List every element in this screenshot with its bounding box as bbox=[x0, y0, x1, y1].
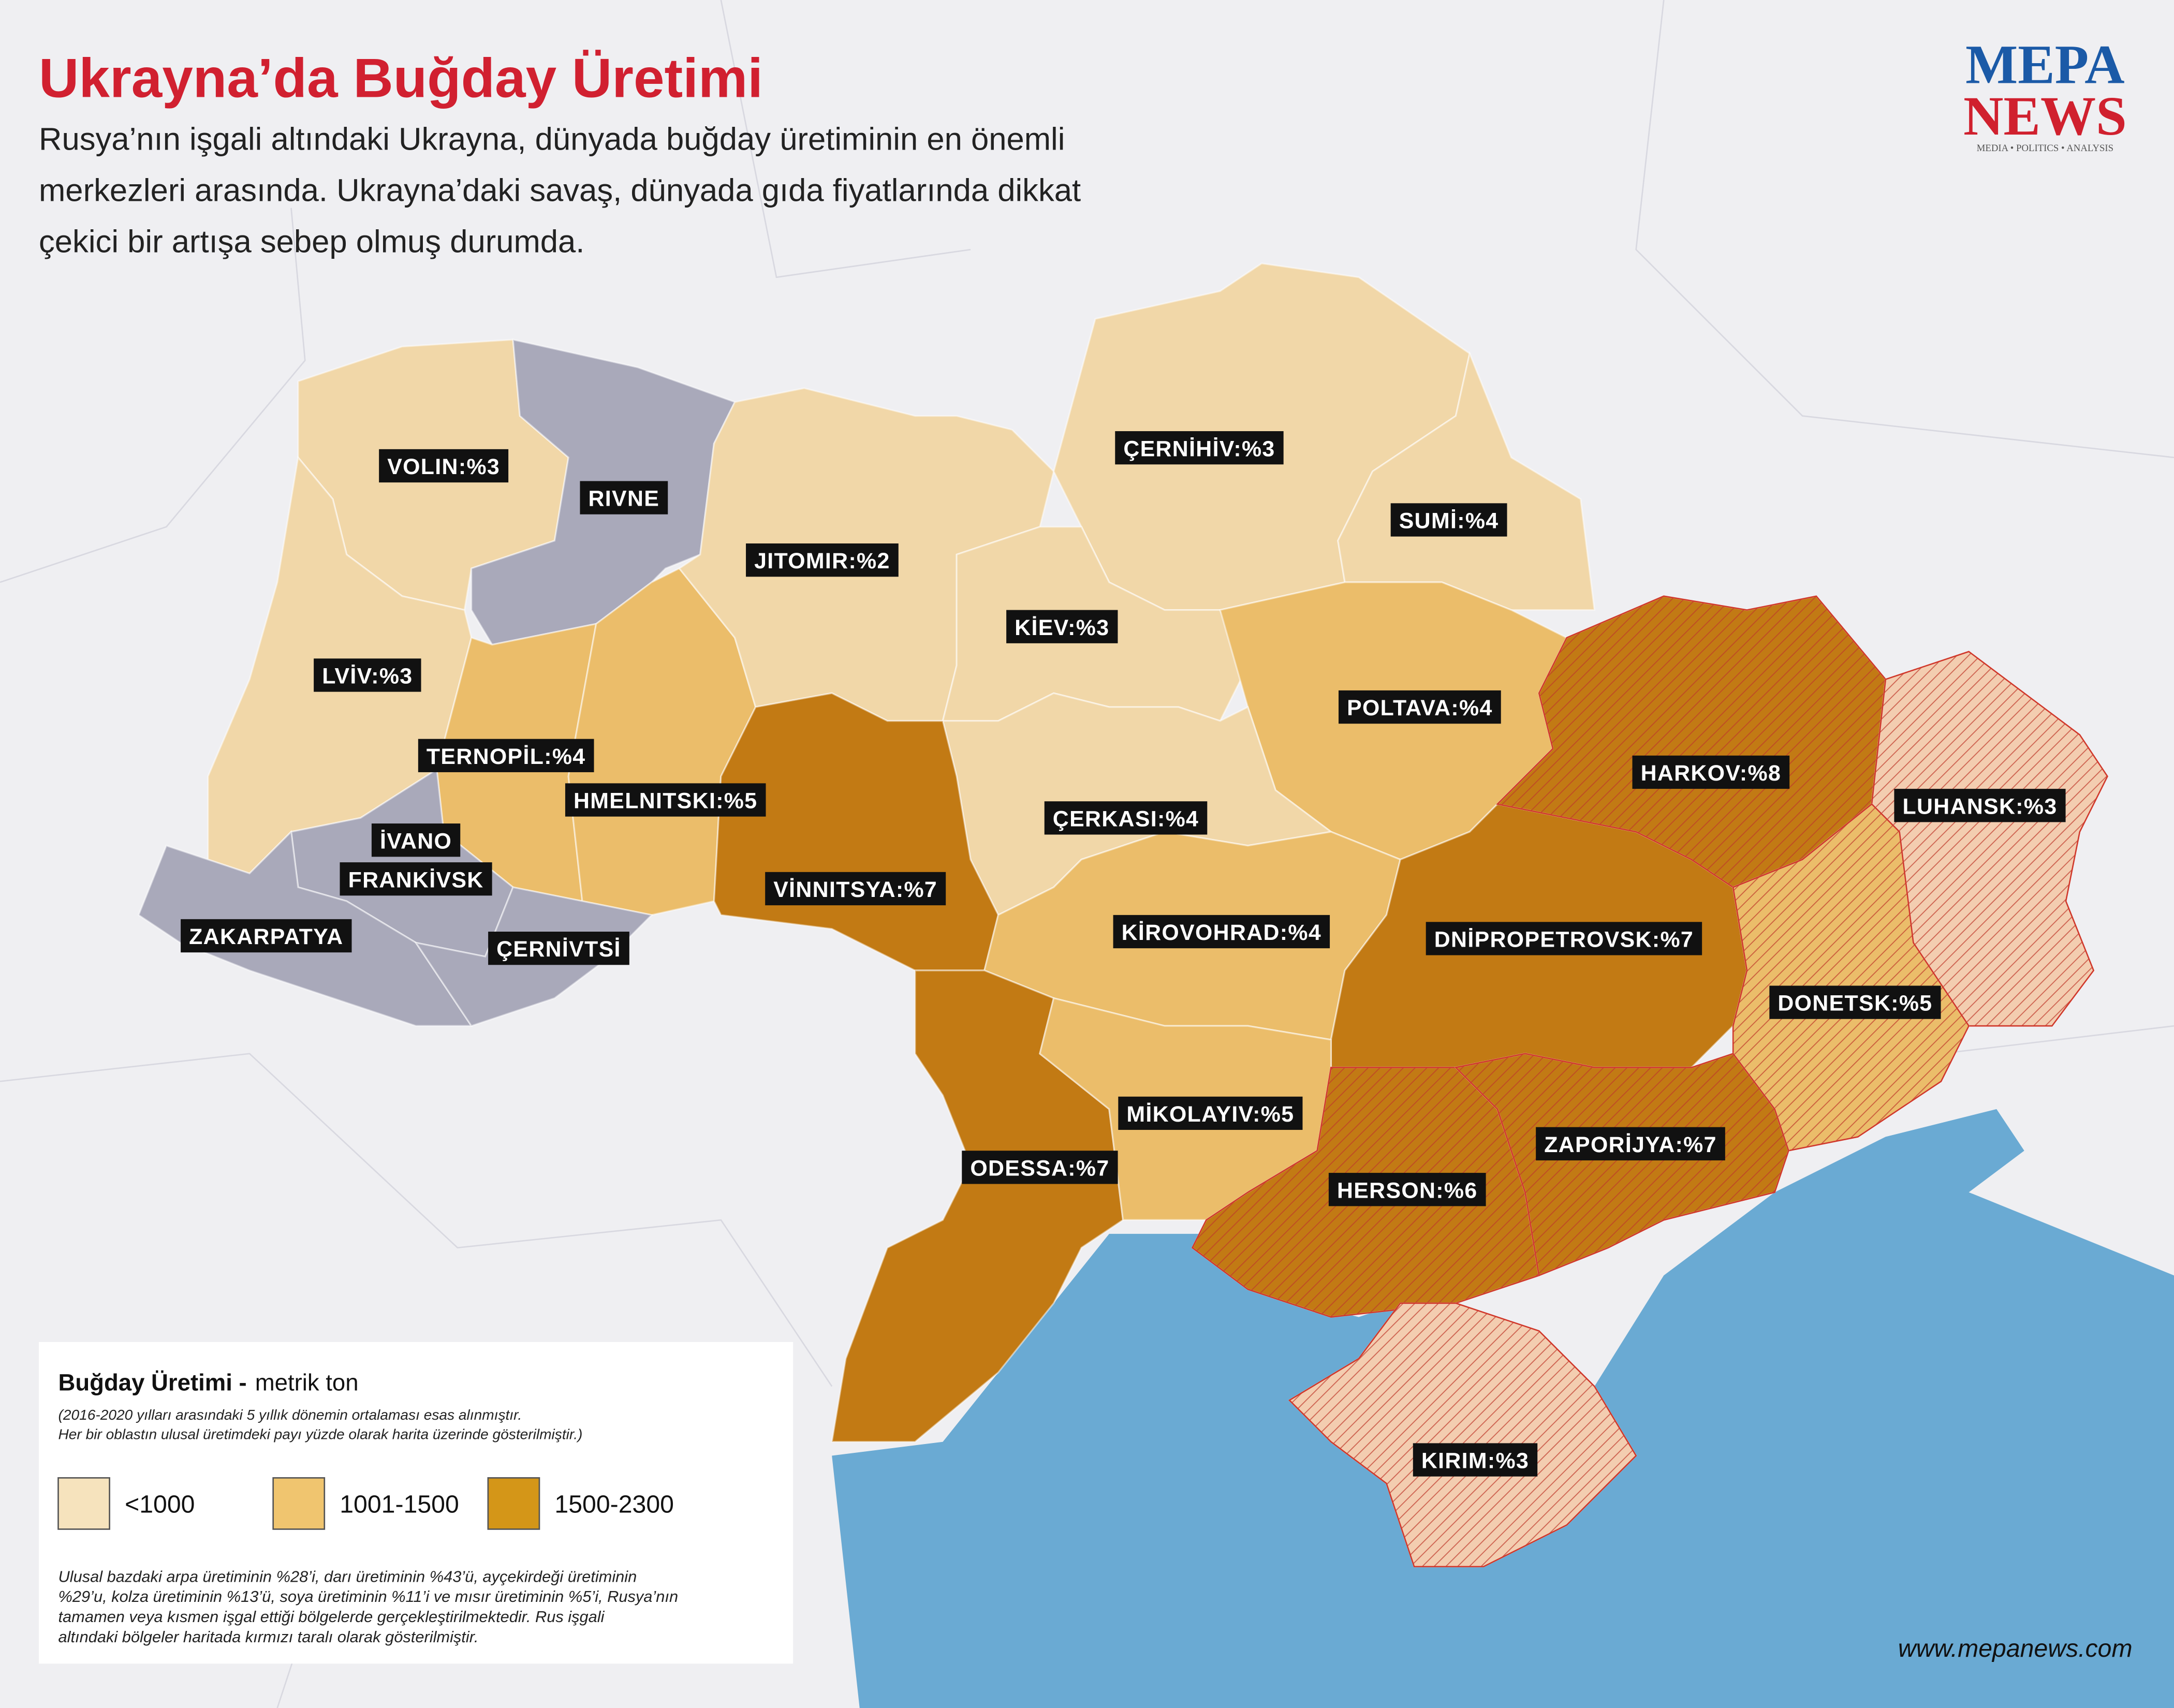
label-box bbox=[488, 932, 629, 965]
label-box bbox=[1769, 985, 1941, 1019]
region-label: KİROVOHRAD:%4 bbox=[1122, 920, 1321, 945]
region-label: VİNNITSYA:%7 bbox=[773, 877, 937, 902]
website: www.mepanews.com bbox=[1898, 1635, 2133, 1662]
region-label: KIRIM:%3 bbox=[1421, 1449, 1529, 1474]
region-label: RIVNE bbox=[589, 487, 660, 511]
region-label: ÇERKASI:%4 bbox=[1053, 806, 1199, 831]
region-label: VOLIN:%3 bbox=[387, 454, 500, 479]
region-label: İVANO bbox=[380, 829, 452, 853]
label-box bbox=[580, 481, 668, 514]
region-label: HARKOV:%8 bbox=[1641, 761, 1782, 786]
subtitle-line: çekici bir artışa sebep olmuş durumda. bbox=[39, 224, 584, 260]
label-box bbox=[314, 658, 421, 692]
legend-footnote: Ulusal bazdaki arpa üretiminin %28’i, da… bbox=[58, 1567, 679, 1646]
legend-label: <1000 bbox=[125, 1490, 195, 1518]
region-label: LVİV:%3 bbox=[322, 664, 413, 689]
legend-swatch bbox=[487, 1477, 540, 1530]
label-box bbox=[1006, 610, 1118, 643]
region-label: MİKOLAYIV:%5 bbox=[1126, 1102, 1294, 1127]
logo-top: MEPA bbox=[1965, 35, 2124, 96]
legend-footnote-line: Ulusal bazdaki arpa üretiminin %28’i, da… bbox=[58, 1567, 637, 1585]
region-label: DONETSK:%5 bbox=[1778, 991, 1932, 1016]
region-label: ÇERNİVTSİ bbox=[496, 937, 621, 962]
label-box bbox=[765, 872, 946, 906]
legend-items: <1000 1001-1500 1500-2300 bbox=[57, 1477, 674, 1530]
legend-unit: metrik ton bbox=[255, 1370, 359, 1396]
label-box bbox=[379, 449, 509, 483]
region-label: ÇERNİHİV:%3 bbox=[1123, 436, 1275, 461]
region-label: DNİPROPETROVSK:%7 bbox=[1434, 927, 1694, 952]
label-box bbox=[371, 823, 461, 857]
legend-note-line: Her bir oblastın ulusal üretimdeki payı … bbox=[58, 1426, 583, 1442]
region-label: JITOMIR:%2 bbox=[754, 549, 890, 573]
label-box bbox=[565, 783, 766, 817]
label-box bbox=[1339, 690, 1501, 724]
legend-title: Buğday Üretimi - bbox=[58, 1370, 247, 1396]
label-box bbox=[1044, 801, 1208, 835]
legend-footnote-line: tamamen veya kısmen işgal ettiği bölgele… bbox=[58, 1608, 605, 1626]
region-label: POLTAVA:%4 bbox=[1347, 696, 1493, 720]
label-box bbox=[1113, 915, 1330, 949]
region-label: FRANKİVSK bbox=[348, 867, 484, 892]
region-label: HMELNITSKI:%5 bbox=[574, 789, 757, 814]
occupied-hatch bbox=[1454, 1053, 1789, 1277]
region-label: ZAKARPATYA bbox=[189, 924, 343, 949]
label-box bbox=[418, 739, 594, 772]
subtitle-line: Rusya’nın işgali altındaki Ukrayna, düny… bbox=[39, 121, 1065, 157]
occupied-hatch bbox=[1732, 803, 1970, 1152]
label-box bbox=[1115, 431, 1284, 465]
legend-note: (2016-2020 yılları arasındaki 5 yıllık d… bbox=[58, 1407, 583, 1442]
legend-footnote-line: %29’u, kolza üretiminin %13’ü, soya üret… bbox=[58, 1587, 679, 1606]
region-label: LUHANSK:%3 bbox=[1902, 794, 2057, 819]
region-label: ODESSA:%7 bbox=[970, 1156, 1109, 1181]
label-box bbox=[340, 862, 492, 896]
label-box bbox=[1390, 503, 1507, 537]
legend-label: 1001-1500 bbox=[340, 1490, 459, 1518]
label-box bbox=[746, 543, 899, 577]
subtitle-line: merkezleri arasında. Ukrayna’daki savaş,… bbox=[39, 172, 1081, 208]
logo-bottom: NEWS bbox=[1963, 86, 2127, 147]
legend-footnote-line: altındaki bölgeler haritada kırmızı tara… bbox=[58, 1628, 479, 1646]
occupied-hatch bbox=[1288, 1302, 1637, 1568]
sea bbox=[832, 1109, 2174, 1708]
region-label: HERSON:%6 bbox=[1337, 1178, 1478, 1203]
legend-swatch bbox=[272, 1477, 326, 1530]
label-box bbox=[1536, 1127, 1725, 1160]
legend-label: 1500-2300 bbox=[554, 1490, 674, 1518]
label-box bbox=[1426, 922, 1702, 955]
subtitle: Rusya’nın işgali altındaki Ukrayna, düny… bbox=[39, 121, 1081, 259]
label-box bbox=[1328, 1173, 1486, 1206]
region-label: ZAPORİJYA:%7 bbox=[1544, 1132, 1717, 1157]
label-box bbox=[962, 1151, 1118, 1184]
legend-swatch bbox=[57, 1477, 110, 1530]
label-box bbox=[1632, 755, 1790, 789]
label-box bbox=[181, 919, 352, 953]
logo-tagline: MEDIA • POLITICS • ANALYSIS bbox=[1977, 143, 2113, 154]
label-box bbox=[1118, 1096, 1303, 1130]
region-label: TERNOPİL:%4 bbox=[427, 744, 586, 769]
region-labels: VOLIN:%3 RIVNE LVİV:%3 TERNOPİL:%4 HMELNITSK… bbox=[181, 431, 2066, 1477]
label-box bbox=[1894, 789, 2066, 822]
legend-box bbox=[39, 1342, 794, 1664]
label-box bbox=[1413, 1443, 1538, 1477]
legend-note-line: (2016-2020 yılları arasındaki 5 yıllık d… bbox=[58, 1407, 522, 1423]
region-label: KİEV:%3 bbox=[1015, 615, 1109, 640]
title: Ukrayna’da Buğday Üretimi bbox=[39, 47, 763, 109]
region-label: SUMİ:%4 bbox=[1399, 509, 1499, 534]
